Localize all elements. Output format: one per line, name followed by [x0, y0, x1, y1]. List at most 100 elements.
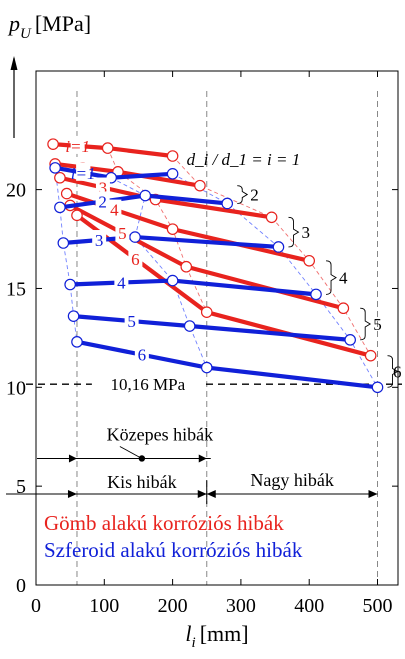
x-tick-label: 400 — [294, 595, 324, 617]
series-pair-brace — [360, 307, 372, 341]
y-tick-label: 10 — [6, 377, 26, 399]
series-layer — [47, 138, 384, 394]
red-series-marker — [47, 138, 59, 150]
blue-series-label-bg — [114, 272, 129, 291]
x-tick-label: 100 — [89, 595, 119, 617]
threshold-label: 10,16 MPa — [111, 375, 186, 394]
red-series-marker — [200, 306, 213, 318]
y-axis-label-sub: U — [20, 26, 32, 42]
plot-frame — [35, 70, 399, 586]
blue-series-label-bg — [134, 344, 149, 363]
blue-series-marker — [71, 336, 83, 348]
medium-range-leader — [119, 446, 143, 459]
red-series-label-6: 6 — [131, 250, 140, 269]
series-pair-label: 3 — [301, 223, 310, 242]
series-pair-brace — [237, 185, 249, 204]
blue-series-marker — [183, 320, 196, 332]
red-series-label-bg — [107, 199, 122, 218]
red-series-label-bg — [70, 135, 85, 154]
red-series-marker — [166, 223, 179, 235]
blue-series-label-bg — [76, 162, 91, 181]
red-series-label-bg — [115, 223, 130, 242]
blue-series-marker — [166, 168, 179, 180]
x-tick-label: 0 — [31, 595, 41, 617]
red-series-marker — [180, 260, 193, 273]
blue-series-label-1: i=1 — [71, 164, 96, 183]
red-series-marker — [71, 209, 83, 222]
legend-red-label: Gömb alakú korróziós hibák — [44, 511, 284, 535]
x-tick-label: 200 — [158, 595, 188, 617]
red-series-marker — [337, 302, 350, 315]
blue-series-marker — [129, 231, 141, 243]
blue-series-marker — [371, 381, 384, 394]
blue-series-label-bg — [124, 311, 139, 330]
series-pair-brace — [387, 355, 399, 388]
red-series-marker — [101, 142, 114, 154]
series-pair-label: 2 — [250, 186, 259, 205]
x-axis-label: li [mm] — [185, 621, 248, 651]
red-series-marker — [364, 349, 377, 362]
small-range-arrow-left — [67, 490, 77, 499]
x-axis-label-sub: i — [192, 635, 196, 651]
blue-series-marker — [64, 278, 76, 291]
blue-series-marker — [272, 241, 285, 253]
red-series-marker — [60, 187, 73, 200]
red-series-label-5: 5 — [118, 224, 127, 243]
large-range-arrow-right — [368, 490, 378, 499]
blue-end-envelope — [172, 173, 378, 388]
blue-series-label-bg — [95, 191, 110, 210]
y-axis-label: pU [MPa] — [7, 11, 91, 42]
blue-series-label-2: 2 — [98, 192, 107, 211]
red-series-marker — [194, 179, 206, 192]
blue-series-marker — [67, 310, 80, 322]
x-tick-label: 500 — [363, 595, 393, 617]
medium-range-arrow-right — [198, 454, 207, 463]
y-tick-label: 15 — [6, 278, 26, 300]
blue-series-marker — [57, 237, 70, 249]
red-series-label-1: i=1 — [65, 137, 90, 156]
series-pair-brace — [288, 216, 300, 248]
y-axis-arrow-head — [10, 56, 18, 70]
y-axis-label-base: p — [7, 11, 20, 36]
series-pair-label: 4 — [339, 269, 348, 288]
x-axis-label-unit: [mm] — [200, 621, 249, 646]
red-series-label-3: 3 — [99, 179, 108, 198]
blue-series-marker — [221, 197, 234, 210]
blue-series-label-6: 6 — [138, 346, 147, 365]
red-series-marker — [303, 254, 316, 267]
x-tick-label: 300 — [226, 595, 256, 617]
y-tick-label: 0 — [16, 575, 26, 597]
series-pair-brace — [326, 260, 337, 295]
blue-series-label-3: 3 — [95, 231, 104, 250]
series-pair-label: 6 — [393, 362, 402, 381]
large-range-arrow-left — [206, 490, 216, 499]
red-end-envelope — [172, 155, 372, 356]
blue-series-label-4: 4 — [117, 274, 126, 293]
blue-series-marker — [200, 361, 213, 374]
y-tick-label: 5 — [16, 476, 26, 498]
blue-series-marker — [139, 189, 152, 202]
legend-blue-label: Szferoid alakú korróziós hibák — [44, 538, 303, 562]
ratio-annotation: d_i / d_1 = i = 1 — [187, 150, 301, 169]
large-range-label: Nagy hibák — [250, 470, 333, 490]
blue-series-marker — [54, 201, 66, 214]
red-series-label-bg — [128, 248, 143, 267]
small-range-arrow-right — [197, 490, 207, 499]
medium-range-arrow-left — [68, 454, 77, 463]
blue-series-marker — [166, 274, 179, 287]
x-axis-label-base: l — [185, 621, 191, 646]
blue-series-label-5: 5 — [127, 312, 136, 331]
small-range-label: Kis hibák — [107, 472, 177, 492]
red-series-marker — [166, 150, 179, 162]
blue-series-marker — [344, 334, 356, 346]
red-series-label-bg — [95, 177, 110, 196]
y-tick-label: 20 — [6, 180, 26, 202]
blue-series-marker — [310, 288, 322, 301]
red-series-marker — [265, 211, 278, 224]
series-pair-label: 5 — [373, 315, 382, 334]
y-axis-label-unit: [MPa] — [35, 11, 91, 36]
